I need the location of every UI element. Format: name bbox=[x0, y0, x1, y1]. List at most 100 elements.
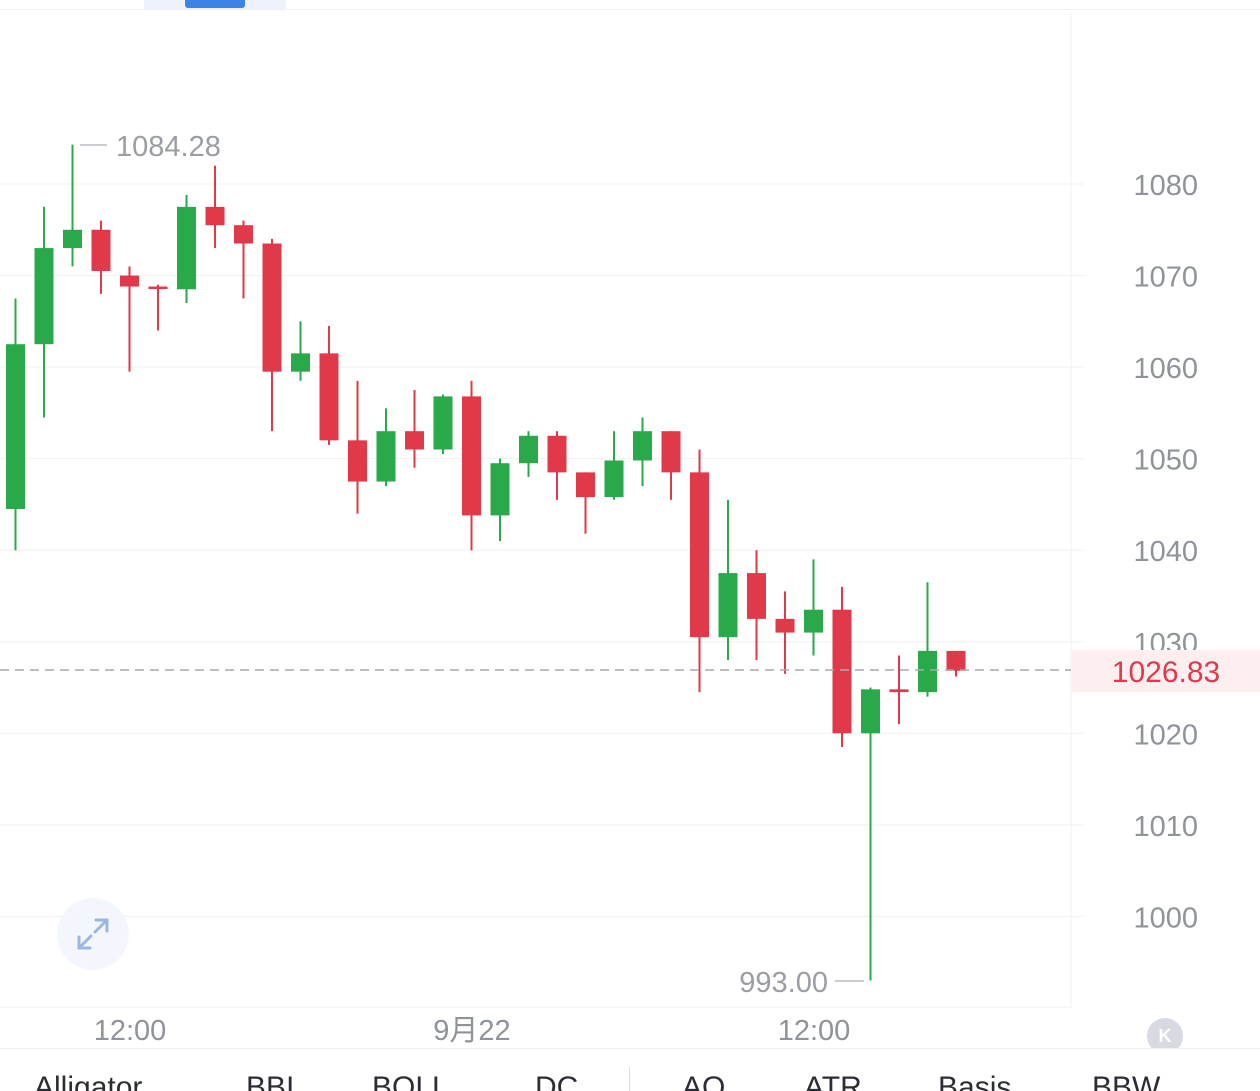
price-tick-label: 1060 bbox=[1133, 353, 1198, 385]
candle-body bbox=[34, 248, 54, 345]
candle bbox=[661, 431, 681, 500]
candle-body bbox=[747, 573, 766, 619]
candle bbox=[918, 582, 937, 697]
candle-body bbox=[405, 431, 424, 450]
price-tick-label: 1070 bbox=[1133, 262, 1198, 294]
price-tick-label: 1010 bbox=[1133, 811, 1198, 843]
expand-button[interactable] bbox=[57, 898, 129, 970]
indicator-tab-bbi[interactable]: BBI bbox=[246, 1071, 295, 1091]
candle-body bbox=[490, 463, 510, 516]
candle-body bbox=[91, 229, 111, 271]
indicator-separator bbox=[629, 1067, 630, 1091]
candle-body bbox=[889, 689, 909, 693]
candle bbox=[148, 284, 168, 331]
candle-body bbox=[804, 609, 823, 633]
current-price-box bbox=[1071, 650, 1260, 692]
candle-body bbox=[604, 460, 624, 498]
candle-body bbox=[547, 435, 567, 473]
candle bbox=[775, 591, 795, 674]
candle-body bbox=[348, 440, 367, 482]
candle-body bbox=[234, 225, 253, 244]
candle bbox=[519, 431, 538, 477]
indicator-tab-dc[interactable]: DC bbox=[535, 1071, 579, 1091]
expand-icon bbox=[77, 918, 109, 950]
candle bbox=[633, 417, 652, 487]
indicator-tab-basis[interactable]: Basis bbox=[938, 1071, 1012, 1091]
candle bbox=[376, 408, 396, 487]
candle bbox=[234, 220, 253, 299]
candle bbox=[604, 431, 624, 500]
candle bbox=[291, 321, 310, 381]
candle-body bbox=[262, 243, 282, 372]
indicator-tab-boll[interactable]: BOLL bbox=[372, 1071, 449, 1091]
candle bbox=[547, 431, 567, 500]
time-tick-label: 12:00 bbox=[94, 1015, 167, 1047]
candle bbox=[946, 650, 966, 677]
indicator-tab-bbw[interactable]: BBW bbox=[1092, 1071, 1161, 1091]
candle-body bbox=[576, 472, 595, 498]
candle bbox=[262, 238, 282, 432]
current-price-label: 1026.83 bbox=[1112, 656, 1220, 689]
indicator-tab-atr[interactable]: ATR bbox=[804, 1071, 862, 1091]
candle bbox=[747, 550, 766, 661]
candle bbox=[490, 458, 510, 542]
candle bbox=[63, 144, 82, 267]
candle bbox=[576, 472, 595, 534]
candle bbox=[91, 220, 111, 294]
candle-body bbox=[177, 206, 196, 290]
candles bbox=[6, 144, 966, 981]
candle bbox=[433, 394, 453, 455]
candle-body bbox=[519, 435, 538, 464]
candle bbox=[34, 206, 54, 418]
low-label: 993.00 bbox=[739, 967, 828, 999]
candle-body bbox=[462, 396, 481, 516]
candle bbox=[205, 165, 225, 249]
candle-body bbox=[918, 650, 937, 693]
candle-body bbox=[718, 573, 738, 638]
candle-body bbox=[690, 472, 709, 638]
candle-body bbox=[775, 618, 795, 633]
candle bbox=[348, 380, 367, 514]
grid-lines bbox=[0, 183, 1084, 917]
top-tab-indicator bbox=[185, 0, 245, 8]
price-tick-label: 1020 bbox=[1133, 719, 1198, 751]
candle bbox=[177, 194, 196, 304]
candle-body bbox=[291, 353, 310, 372]
candle bbox=[6, 298, 25, 551]
price-tick-label: 1050 bbox=[1133, 445, 1198, 477]
price-tick-label: 1000 bbox=[1133, 902, 1198, 934]
time-tick-label: 12:00 bbox=[778, 1015, 851, 1047]
candle-body bbox=[832, 609, 852, 734]
candle-body bbox=[661, 431, 681, 473]
candle bbox=[861, 687, 880, 981]
candle bbox=[832, 586, 852, 748]
candle-body bbox=[148, 286, 168, 290]
candle bbox=[319, 325, 339, 445]
candle-body bbox=[120, 275, 139, 287]
candle bbox=[889, 655, 909, 725]
candle-body bbox=[6, 344, 25, 510]
candle bbox=[405, 389, 424, 468]
candle-body bbox=[946, 650, 966, 671]
candle bbox=[718, 499, 738, 661]
candle-body bbox=[319, 353, 339, 441]
indicator-bar: Alligator BBI BOLL DC AO ATR Basis BBW bbox=[0, 1048, 1260, 1091]
candle-body bbox=[633, 431, 652, 461]
high-label: 1084.28 bbox=[116, 131, 221, 163]
k-icon: K bbox=[1158, 1025, 1172, 1046]
candle bbox=[462, 380, 481, 551]
indicator-tab-alligator[interactable]: Alligator bbox=[34, 1071, 143, 1091]
price-tick-label: 1040 bbox=[1133, 536, 1198, 568]
time-tick-label: 9月22 bbox=[433, 1015, 510, 1047]
top-divider bbox=[0, 9, 1260, 10]
candle-body bbox=[433, 396, 453, 450]
candle-body bbox=[376, 431, 396, 482]
candle bbox=[120, 266, 139, 372]
candle-body bbox=[205, 206, 225, 226]
indicator-tab-ao[interactable]: AO bbox=[682, 1071, 726, 1091]
time-axis: 12:00 9月22 12:00 bbox=[94, 1015, 851, 1047]
price-tick-label: 1080 bbox=[1133, 170, 1198, 202]
candle bbox=[804, 559, 823, 656]
